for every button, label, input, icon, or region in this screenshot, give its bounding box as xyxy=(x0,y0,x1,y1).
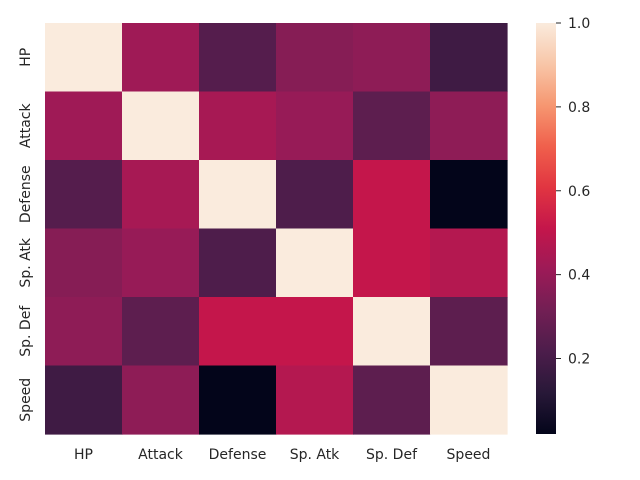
heatmap-cell xyxy=(122,23,200,93)
x-tick-label: Speed xyxy=(447,447,491,463)
heatmap-cell xyxy=(45,297,123,367)
heatmap-cell xyxy=(45,23,123,93)
x-tick-label: Attack xyxy=(138,447,184,463)
heatmap-cell xyxy=(430,297,508,367)
heatmap-cell xyxy=(276,91,354,161)
heatmap-cell xyxy=(122,91,200,161)
y-tick-label: Sp. Def xyxy=(18,305,34,357)
colorbar-tick-label: 0.4 xyxy=(568,268,590,284)
heatmap-cell xyxy=(353,160,431,230)
y-tick-label: Speed xyxy=(18,378,34,422)
heatmap-cell xyxy=(353,297,431,367)
heatmap-cell xyxy=(353,23,431,93)
heatmap-cell xyxy=(45,365,123,435)
heatmap-cell xyxy=(430,23,508,93)
heatmap-cell xyxy=(199,297,277,367)
colorbar-tick-labels: 0.2 0.4 0.6 0.8 1.0 xyxy=(556,16,590,368)
y-tick-label: HP xyxy=(18,48,34,67)
heatmap-cell xyxy=(430,228,508,298)
heatmap-cell xyxy=(199,23,277,93)
colorbar-tick-label: 0.2 xyxy=(568,352,590,368)
colorbar-tick-label: 0.6 xyxy=(568,184,590,200)
heatmap-cell xyxy=(276,23,354,93)
x-tick-label: Defense xyxy=(209,447,267,463)
heatmap-cell xyxy=(276,365,354,435)
x-tick-label: HP xyxy=(74,447,93,463)
heatmap-cell xyxy=(430,365,508,435)
heatmap-cell xyxy=(430,91,508,161)
colorbar-tick-label: 0.8 xyxy=(568,100,590,116)
heatmap-cell xyxy=(122,365,200,435)
heatmap-cell xyxy=(353,228,431,298)
heatmap-cell xyxy=(122,297,200,367)
heatmap-cell xyxy=(199,228,277,298)
colorbar-tick-label: 1.0 xyxy=(568,16,590,32)
heatmap-cell xyxy=(122,160,200,230)
heatmap-cells xyxy=(45,23,508,435)
heatmap-cell xyxy=(430,160,508,230)
x-axis-tick-labels: HP Attack Defense Sp. Atk Sp. Def Speed xyxy=(74,447,490,463)
heatmap-cell xyxy=(353,91,431,161)
y-tick-label: Defense xyxy=(18,165,34,223)
heatmap-cell xyxy=(353,365,431,435)
y-tick-label: Attack xyxy=(18,103,34,149)
heatmap-cell xyxy=(199,160,277,230)
x-tick-label: Sp. Def xyxy=(366,447,418,463)
y-axis-tick-labels: HP Attack Defense Sp. Atk Sp. Def Speed xyxy=(18,48,34,422)
heatmap-cell xyxy=(199,365,277,435)
colorbar xyxy=(536,23,556,434)
heatmap-cell xyxy=(45,91,123,161)
heatmap-cell xyxy=(45,160,123,230)
heatmap-cell xyxy=(276,160,354,230)
heatmap-cell xyxy=(276,297,354,367)
heatmap-cell xyxy=(45,228,123,298)
heatmap-cell xyxy=(276,228,354,298)
heatmap-cell xyxy=(199,91,277,161)
y-tick-label: Sp. Atk xyxy=(18,237,34,287)
x-tick-label: Sp. Atk xyxy=(290,447,340,463)
heatmap-cell xyxy=(122,228,200,298)
